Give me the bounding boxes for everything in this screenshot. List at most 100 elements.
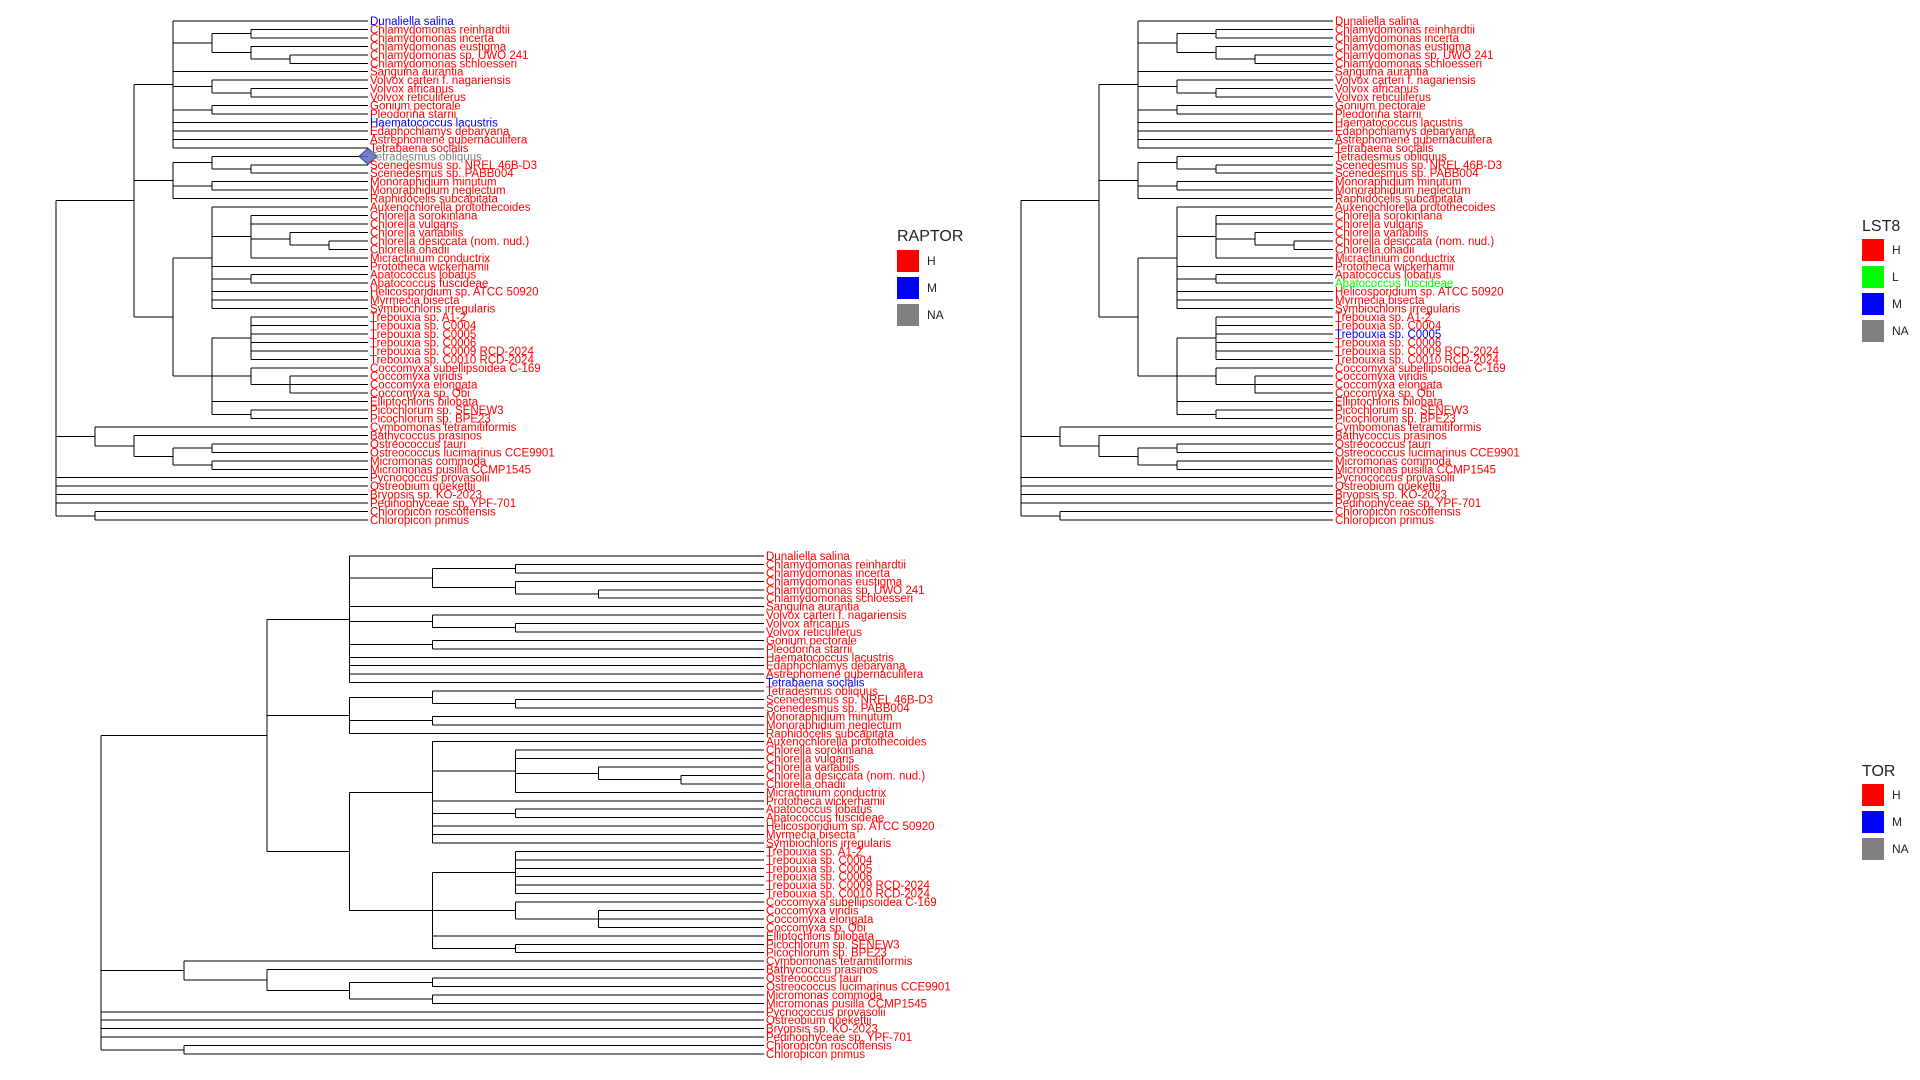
tip-label: Pedinophyceae sp. YPF-701 <box>766 1032 912 1044</box>
tip-label: Pleodorina starrii <box>1335 109 1421 121</box>
tip-label: Edaphochlamys debaryana <box>1335 126 1475 138</box>
branches <box>55 20 368 521</box>
tip-label: Chlorella vulgaris <box>766 754 854 766</box>
tip-label: Pleodorina starrii <box>370 109 456 121</box>
tip-label: Ostreococcus tauri <box>766 973 862 985</box>
tip-label: Pycnococcus provasolii <box>1335 473 1455 485</box>
tip-label: Tetradesmus obliquus <box>370 151 482 163</box>
tip-label: Picochlorum sp. SENEW3 <box>370 405 504 417</box>
tip-label: Dunaliella salina <box>1335 16 1419 28</box>
tip-label: Sanguina aurantia <box>370 67 464 79</box>
legend-label: L <box>1892 270 1899 284</box>
tip-label: Coccomyxa sp. Obi <box>1335 388 1435 400</box>
legend-swatch <box>1862 811 1884 833</box>
tip-label: Volvox reticuliferus <box>766 627 862 639</box>
tip-label: Bathycoccus prasinos <box>1335 430 1447 442</box>
tip-label: Trebouxia sp. C0005 <box>766 863 872 875</box>
tip-label: Elliptochloris bilobata <box>1335 397 1444 409</box>
tip-label: Cymbomonas tetramitiformis <box>1335 422 1482 434</box>
tip-label: Chlorella vulgaris <box>370 219 458 231</box>
tip-label: Bryopsis sp. KO-2023 <box>1335 490 1447 502</box>
legend-swatch <box>1862 784 1884 806</box>
tip-label: Myrmecia bisecta <box>1335 295 1425 307</box>
tip-label: Apatococcus fuscideae <box>766 813 884 825</box>
tip-label: Monoraphidium neglectum <box>1335 185 1471 197</box>
tip-label: Chlamydomonas reinhardtii <box>766 559 906 571</box>
tip-label: Trebouxia sp. C0009 RCD-2024 <box>370 346 534 358</box>
tip-label: Chloropicon roscoffensis <box>766 1041 892 1053</box>
tip-label: Trebouxia sp. C0006 <box>1335 337 1441 349</box>
tip-label: Micromonas commoda <box>370 456 487 468</box>
tip-label: Cymbomonas tetramitiformis <box>766 956 913 968</box>
tip-label: Haematococcus lacustris <box>1335 117 1463 129</box>
legend-label: NA <box>1892 842 1909 856</box>
lst8-legend: LST8 HLM NA <box>1862 218 1909 342</box>
tip-label: Chlamydomonas incerta <box>1335 33 1460 45</box>
tip-label: Symbiochloris irregularis <box>1335 304 1461 316</box>
tip-label: Monoraphidium minutum <box>370 177 497 189</box>
tip-label: Tetrabaena socialis <box>1335 143 1434 155</box>
tip-label: Ostreococcus tauri <box>370 439 466 451</box>
legend-swatch <box>897 304 919 326</box>
tip-label: Micromonas pusilla CCMP1545 <box>766 998 927 1010</box>
tip-label: Scenedesmus sp. NREL 46B-D3 <box>766 694 933 706</box>
tip-label: Chlamydomonas sp. UWO 241 <box>766 585 925 597</box>
tip-label: Trebouxia sp. C0010 RCD-2024 <box>1335 354 1499 366</box>
tip-label: Micromonas pusilla CCMP1545 <box>1335 464 1496 476</box>
tip-label: Apatococcus lobatus <box>370 270 476 282</box>
tip-label: Scenedesmus sp. PABB004 <box>370 168 514 180</box>
tip-label: Pedinophyceae sp. YPF-701 <box>370 498 516 510</box>
tip-label: Chlamydomonas incerta <box>766 568 891 580</box>
tip-label: Scenedesmus sp. NREL 46B-D3 <box>370 160 537 172</box>
tip-label: Coccomyxa sp. Obi <box>766 922 866 934</box>
tip-label: Chlamydomonas schloesseri <box>1335 58 1482 70</box>
tip-label: Monoraphidium minutum <box>1335 177 1462 189</box>
tip-label: Elliptochloris bilobata <box>370 397 479 409</box>
tip-label: Chloropicon roscoffensis <box>1335 507 1461 519</box>
tip-label: Chloropicon roscoffensis <box>370 507 496 519</box>
tip-label: Tetradesmus obliquus <box>766 686 878 698</box>
branches <box>1020 20 1333 521</box>
tip-label: Micromonas commoda <box>766 990 883 1002</box>
tip-label: Volvox carteri f. nagariensis <box>766 610 907 622</box>
tip-label: Coccomyxa subellipsoidea C-169 <box>766 897 937 909</box>
tip-label: Haematococcus lacustris <box>766 652 894 664</box>
tip-label: Picochlorum sp. BPE23 <box>1335 414 1456 426</box>
tip-label: Tetrabaena socialis <box>370 143 469 155</box>
tip-label: Pleodorina starrii <box>766 644 852 656</box>
tip-label: Trebouxia sp. C0006 <box>766 872 872 884</box>
tip-label: Auxenochlorella protothecoides <box>370 202 531 214</box>
tip-label: Chlamydomonas eustigma <box>766 576 903 588</box>
tip-label: Volvox carteri f. nagariensis <box>370 75 511 87</box>
tip-label: Chlorella ohadii <box>370 244 449 256</box>
legend-label: NA <box>927 308 944 322</box>
tip-label: Micractinium conductrix <box>370 253 490 265</box>
tip-label: Ostreobium quekettii <box>766 1015 871 1027</box>
tip-label: Micromonas pusilla CCMP1545 <box>370 464 531 476</box>
tip-label: Coccomyxa elongata <box>766 914 874 926</box>
tip-label: Chloropicon primus <box>1335 515 1434 527</box>
tip-label: Prototheca wickerhamii <box>766 796 885 808</box>
tip-label: Coccomyxa viridis <box>370 371 463 383</box>
tip-label: Ostreobium quekettii <box>370 481 475 493</box>
tip-label: Ostreobium quekettii <box>1335 481 1440 493</box>
tip-label: Pycnococcus provasolii <box>766 1007 886 1019</box>
tip-label: Apatococcus fuscideae <box>370 278 488 290</box>
tip-label: Apatococcus lobatus <box>1335 270 1441 282</box>
tip-label: Chlorella desiccata (nom. nud.) <box>1335 236 1494 248</box>
tip-label: Tetrabaena socialis <box>766 678 865 690</box>
tip-label: Helicosporidium sp. ATCC 50920 <box>370 287 539 299</box>
tip-label: Apatococcus fuscideae <box>1335 278 1453 290</box>
tip-label: Raphidocelis subcapitata <box>370 194 498 206</box>
tip-label: Raphidocelis subcapitata <box>766 728 894 740</box>
tip-label: Coccomyxa viridis <box>766 906 859 918</box>
tip-label: Chlamydomonas eustigma <box>1335 41 1472 53</box>
tip-label: Chlorella variabilis <box>370 227 464 239</box>
tip-label: Bryopsis sp. KO-2023 <box>370 490 482 502</box>
tip-label: Picochlorum sp. BPE23 <box>766 948 887 960</box>
tip-label: Trebouxia sp. C0010 RCD-2024 <box>766 889 930 901</box>
tip-label: Chlamydomonas reinhardtii <box>370 24 510 36</box>
